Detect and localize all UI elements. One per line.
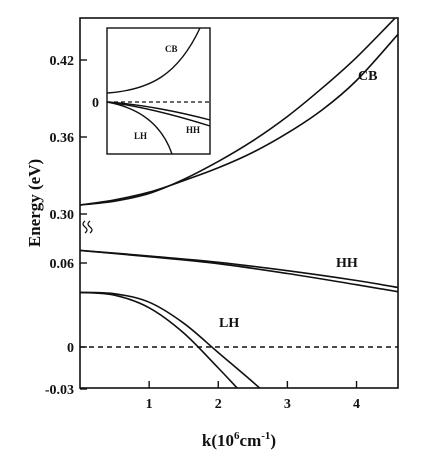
inset-zero-label: 0	[92, 96, 99, 111]
inset-hh-curve-2	[107, 101, 210, 127]
inset-cb-curve	[107, 28, 201, 94]
y-tick-label: -0.03	[45, 383, 74, 398]
x-axis-ticks: 1 2 3 4	[146, 381, 360, 412]
y-tick-label: 0.06	[50, 257, 75, 272]
y-tick-label: 0.42	[50, 54, 75, 69]
y-axis-ticks: 0.30 0.36 0.42 -0.03 0 0.06	[45, 54, 87, 398]
hh-label: HH	[336, 256, 358, 271]
x-axis-title: k(106cm-1)	[202, 430, 276, 450]
inset-hh-label: HH	[186, 125, 200, 135]
x-tick-label: 4	[353, 397, 360, 412]
y-tick-label: 0.30	[50, 208, 75, 223]
cb-band-curve-1	[80, 18, 397, 206]
band-curves	[80, 18, 398, 388]
x-tick-label: 2	[215, 397, 222, 412]
x-tick-label: 3	[284, 397, 291, 412]
lh-label: LH	[219, 316, 239, 331]
lh-band-curve-2	[80, 291, 239, 388]
inset-lh-label: LH	[134, 131, 147, 141]
y-axis-title: Energy (eV)	[25, 159, 44, 247]
inset-panel: 0 CB HH LH	[92, 27, 211, 155]
y-tick-label: 0.36	[50, 131, 75, 146]
inset-cb-label: CB	[165, 44, 178, 54]
y-tick-label: 0	[67, 341, 74, 356]
hh-band-curve-2	[80, 249, 398, 289]
axis-break-marker	[82, 220, 93, 234]
cb-label: CB	[358, 69, 377, 84]
x-tick-label: 1	[146, 397, 153, 412]
plot-frame	[79, 17, 399, 389]
inset-lh-curve	[107, 101, 173, 154]
cb-band-curve-2	[80, 33, 398, 206]
lh-band-curve-1	[80, 291, 261, 388]
